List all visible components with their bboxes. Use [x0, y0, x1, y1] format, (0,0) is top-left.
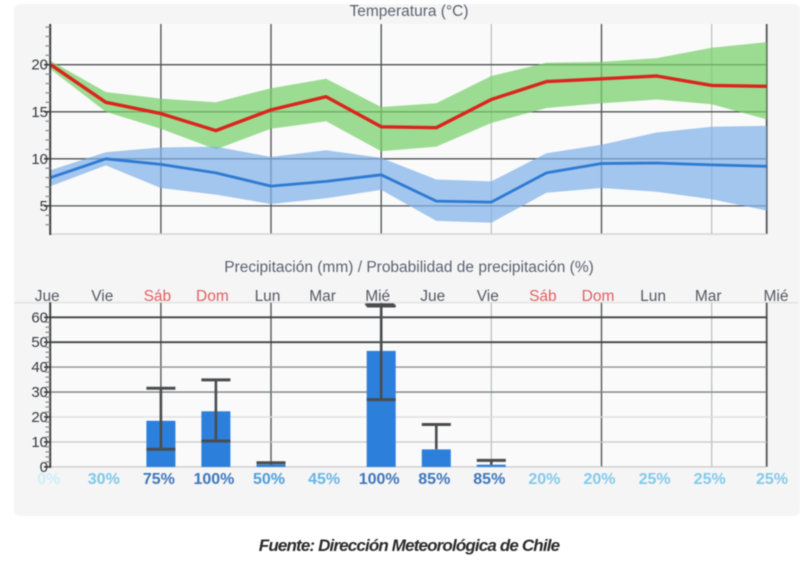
- svg-text:Lun: Lun: [640, 288, 666, 305]
- svg-text:25%: 25%: [756, 471, 788, 488]
- svg-text:Dom: Dom: [582, 288, 615, 305]
- svg-text:0: 0: [40, 459, 48, 476]
- svg-text:30: 30: [31, 384, 48, 401]
- svg-text:20: 20: [31, 409, 48, 426]
- svg-text:40: 40: [31, 359, 48, 376]
- svg-text:Dom: Dom: [196, 288, 229, 305]
- svg-text:85%: 85%: [473, 471, 505, 488]
- svg-text:Vie: Vie: [91, 288, 113, 305]
- svg-text:30%: 30%: [88, 471, 120, 488]
- svg-text:Mar: Mar: [695, 288, 722, 305]
- svg-text:25%: 25%: [694, 471, 726, 488]
- svg-text:15: 15: [31, 104, 48, 121]
- svg-text:Jue: Jue: [35, 288, 60, 305]
- svg-text:10: 10: [31, 434, 48, 451]
- svg-text:50: 50: [31, 334, 48, 351]
- svg-text:50%: 50%: [253, 471, 285, 488]
- svg-text:100%: 100%: [193, 471, 234, 488]
- svg-text:45%: 45%: [308, 471, 340, 488]
- svg-text:0%: 0%: [37, 471, 60, 488]
- svg-text:75%: 75%: [143, 471, 175, 488]
- svg-text:25%: 25%: [639, 471, 671, 488]
- svg-text:85%: 85%: [418, 471, 450, 488]
- svg-text:Temperatura (°C): Temperatura (°C): [349, 3, 468, 20]
- svg-text:60: 60: [31, 309, 48, 326]
- svg-text:Sáb: Sáb: [144, 288, 172, 305]
- svg-text:Jue: Jue: [420, 288, 445, 305]
- svg-text:100%: 100%: [359, 471, 400, 488]
- svg-text:Mar: Mar: [309, 288, 336, 305]
- svg-text:Mié: Mié: [764, 288, 789, 305]
- svg-text:Precipitación (mm) / Probabili: Precipitación (mm) / Probabilidad de pre…: [224, 259, 594, 276]
- svg-text:20%: 20%: [528, 471, 560, 488]
- svg-text:5: 5: [40, 198, 48, 215]
- svg-text:10: 10: [31, 151, 48, 168]
- svg-text:20%: 20%: [583, 471, 615, 488]
- svg-text:Fuente: Dirección Meteorológic: Fuente: Dirección Meteorológica de Chile: [259, 536, 560, 555]
- svg-text:Vie: Vie: [477, 288, 499, 305]
- svg-text:Lun: Lun: [255, 288, 281, 305]
- svg-text:20: 20: [31, 57, 48, 74]
- svg-text:Mié: Mié: [365, 288, 390, 305]
- svg-text:Sáb: Sáb: [529, 288, 557, 305]
